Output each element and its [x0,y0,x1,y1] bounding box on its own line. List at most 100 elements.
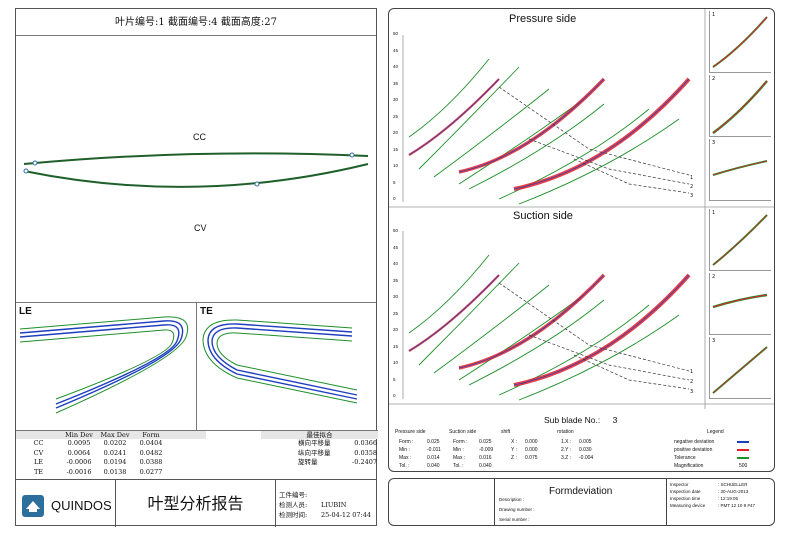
inspection-row: Inspection date: 30-AUG-2013 [670,488,773,495]
legend-swatch [737,449,749,451]
deviation-table-header: Min Dev Max Dev Form [16,431,206,439]
suction-leader-line [573,354,690,390]
formdeviation-panel: Pressure side Suction side 50 45 40 35 30 25 2… [388,8,775,472]
sub-blade-number: Sub blade No.: 3 [544,415,617,425]
info-value: 25-04-12 07:44 [321,511,372,519]
report-info: 工件编号: 检测人员: LIUBIN 检测时间: 25-04-12 07:44 [279,490,377,520]
te-profile-inner [211,327,358,396]
leading-edge-view: LE [16,303,197,431]
cc-label: CC [193,132,206,142]
pressure-y-tick: 40 [393,64,399,69]
suction-tolerance-line [408,254,490,334]
suction-y-tick: 20 [393,327,399,332]
cell: 0.0388 [139,458,163,466]
trailing-edge-view: TE [197,303,378,431]
suction-stats-header: Suction side [449,429,477,435]
info-row: 检测人员: LIUBIN [279,500,377,510]
pressure-line-label-1: 1 [690,175,694,181]
suction-line-label-1: 1 [690,369,694,375]
suction-y-tick: 35 [393,277,399,283]
row-label: TE [33,467,44,476]
fit-label: 横向平移量 [298,439,331,447]
le-tolerance-outer [19,316,189,414]
suction-y-tick: 45 [393,244,399,250]
cell: 0.0241 [103,448,127,457]
shift-label: Z : [511,455,517,461]
legend-header: Legend [707,429,724,435]
suction-thumb-1: 1 [709,209,771,271]
cell: 0.0404 [139,439,163,447]
cc-point-left [32,160,38,166]
suction-thumb-3: 3 [709,337,771,399]
inspection-value: : 12:19:05 [718,496,739,501]
cc-point-right [349,152,355,158]
best-fit-header: 最佳拟合 [261,431,378,439]
pressure-leader-line [498,86,690,176]
shift-value: 0.000 [525,439,538,445]
pressure-stat-label: Form : [399,439,414,445]
pressure-y-tick: 25 [393,113,399,119]
pressure-y-tick: 45 [393,47,399,53]
pressure-stat-value: 0.025 [427,439,440,445]
suction-stat-label: Form : [453,439,468,445]
rotation-value: -0.004 [579,455,594,461]
pressure-negative-deviation [408,78,500,156]
suction-y-tick: 15 [393,343,399,349]
cv-point-left [23,168,29,174]
drawing-number-label: Drawing number : [499,507,535,512]
table-row: 旋转量 -0.2407 [261,458,378,468]
pressure-y-tick: 5 [393,179,396,185]
table-row: 横向平移量 0.0366 [261,439,378,449]
suction-line-label-2: 2 [690,379,694,385]
deviation-table: Min Dev Max Dev Form CC 0.0095 0.0202 0.… [16,431,206,479]
sub-blade-label: Sub blade No.: [544,415,601,425]
suction-negative-deviation [513,274,690,386]
row-label: LE [33,458,44,466]
profile-plot [23,152,369,188]
suction-positive-deviation [408,274,500,352]
cell: 0.0277 [139,467,163,476]
legend-swatch [737,457,749,459]
pressure-curves [408,58,691,205]
pressure-y-tick: 50 [393,31,399,36]
pressure-y-tick: 10 [393,163,399,168]
pressure-y-tick: 30 [393,97,399,102]
pressure-stat-value: 0.014 [427,455,440,461]
suction-y-tick: 30 [393,294,399,299]
cv-label: CV [194,223,207,233]
suction-y-tick: 5 [393,376,396,382]
pressure-positive-deviation [458,77,606,174]
suction-leader-line [528,334,690,381]
pressure-stats-header: Pressure side [395,429,426,435]
pressure-leader-line [573,158,690,194]
pressure-thumb-1: 1 [709,11,771,73]
pressure-thumb-2: 2 [709,75,771,137]
cell: 0.0095 [67,439,91,447]
pressure-y-tick: 15 [393,146,399,152]
table-row: CC 0.0095 0.0202 0.0404 [16,439,206,449]
te-tolerance-inner [216,332,358,391]
fit-value: -0.2407 [352,458,377,466]
inspection-label: Inspector [670,482,689,487]
cell: 0.0202 [103,439,127,447]
inspection-label: Inspection time [670,496,701,501]
suction-side-title: Suction side [513,210,573,222]
legend-label: positive deviation [674,447,713,453]
suction-negative-deviation [458,274,605,369]
pressure-y-tick: 0 [393,196,396,201]
pressure-tolerance-line [518,118,680,205]
rotation-label: 2.Y : [561,447,572,453]
suction-stat-label: Tol. : [453,463,464,469]
cell: 0.0138 [103,467,127,476]
suction-stat-value: 0.016 [479,455,492,461]
rotation-label: 1.X : [561,439,572,445]
pressure-stat-value: -0.011 [427,447,441,453]
inspection-label: Inspection date [670,489,701,494]
pressure-leader-line [528,138,690,185]
inspection-row: Measuring device: PMT 12 10 8 #47 [670,502,773,509]
sub-blade-value: 3 [612,415,618,425]
le-profile-inner [19,324,180,405]
table-row: CV 0.0064 0.0241 0.0482 [16,449,206,459]
suction-tolerance-line [518,314,680,401]
pressure-y-tick: 20 [393,130,399,135]
